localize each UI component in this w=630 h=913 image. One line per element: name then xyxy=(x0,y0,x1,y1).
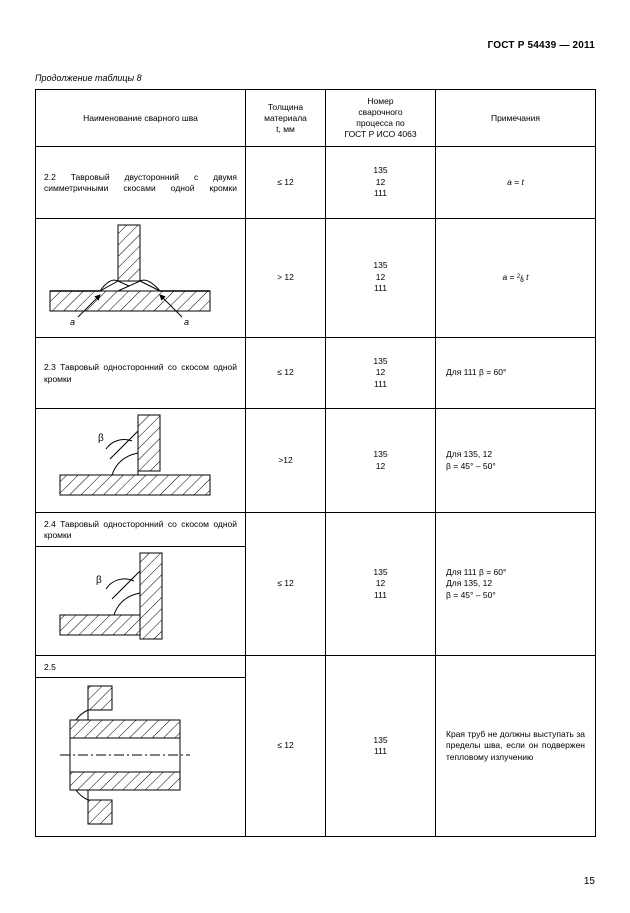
svg-text:a: a xyxy=(70,317,75,327)
cell-thickness: >12 xyxy=(246,409,326,513)
welds-table: Наименование сварного шва Толщинаматериа… xyxy=(35,89,596,837)
page-number: 15 xyxy=(584,876,595,887)
cell-thickness: > 12 xyxy=(246,218,326,337)
cell-note: a = t xyxy=(436,147,596,218)
cell-process: 13512111 xyxy=(326,218,436,337)
diagram-tee-double-bevel: a a xyxy=(40,221,220,331)
table-body: 2.2 Тавровый двусторонний с двумя симмет… xyxy=(36,147,596,837)
cell-thickness: ≤ 12 xyxy=(246,337,326,408)
cell-note: Края труб не должны выступать за пределы… xyxy=(436,655,596,836)
table-row: 2.2 Тавровый двусторонний с двумя симмет… xyxy=(36,147,596,218)
table-continuation-label: Продолжение таблицы 8 xyxy=(35,73,595,83)
table-row: 2.4 Тавровый односторонний со скосом одн… xyxy=(36,513,596,547)
table-row: 2.3 Тавровый односторонний со скосом одн… xyxy=(36,337,596,408)
diagram-tee-single-bevel: β xyxy=(40,411,220,506)
row-title: 2.4 Тавровый односторонний со скосом одн… xyxy=(36,513,246,547)
diagram-tee-corner: β xyxy=(40,549,220,649)
cell-process: 135111 xyxy=(326,655,436,836)
table-row: a a > 12 13512111 a = 2/3 t xyxy=(36,218,596,337)
th-thickness: Толщинаматериалаt, мм xyxy=(246,90,326,147)
cell-note: Для 111 β = 60°Для 135, 12β = 45° – 50° xyxy=(436,513,596,656)
cell-thickness: ≤ 12 xyxy=(246,513,326,656)
document-standard-code: ГОСТ Р 54439 — 2011 xyxy=(35,40,595,51)
cell-note: a = 2/3 t xyxy=(436,218,596,337)
row-title: 2.5 xyxy=(36,655,246,677)
diagram-cell xyxy=(36,678,246,837)
th-notes: Примечания xyxy=(436,90,596,147)
svg-text:β: β xyxy=(98,433,104,444)
row-title: 2.3 Тавровый односторонний со скосом одн… xyxy=(36,337,246,408)
cell-note: Для 111 β = 60° xyxy=(436,337,596,408)
cell-note: Для 135, 12β = 45° – 50° xyxy=(436,409,596,513)
table-row: 2.5 ≤ 12 135111 Края труб не должны выст… xyxy=(36,655,596,677)
table-header-row: Наименование сварного шва Толщинаматериа… xyxy=(36,90,596,147)
diagram-cell: β xyxy=(36,409,246,513)
cell-process: 13512111 xyxy=(326,513,436,656)
th-name: Наименование сварного шва xyxy=(36,90,246,147)
svg-text:a: a xyxy=(184,317,189,327)
cell-process: 13512111 xyxy=(326,147,436,218)
table-row: β >12 13512 Для 135, 12β = 45° – 50° xyxy=(36,409,596,513)
th-process: Номерсварочногопроцесса поГОСТ Р ИСО 406… xyxy=(326,90,436,147)
svg-text:β: β xyxy=(96,575,102,586)
diagram-cell: β xyxy=(36,546,246,655)
cell-process: 13512 xyxy=(326,409,436,513)
cell-thickness: ≤ 12 xyxy=(246,655,326,836)
row-title: 2.2 Тавровый двусторонний с двумя симмет… xyxy=(36,147,246,218)
cell-process: 13512111 xyxy=(326,337,436,408)
cell-thickness: ≤ 12 xyxy=(246,147,326,218)
diagram-cell: a a xyxy=(36,218,246,337)
diagram-pipe-section xyxy=(40,680,210,830)
